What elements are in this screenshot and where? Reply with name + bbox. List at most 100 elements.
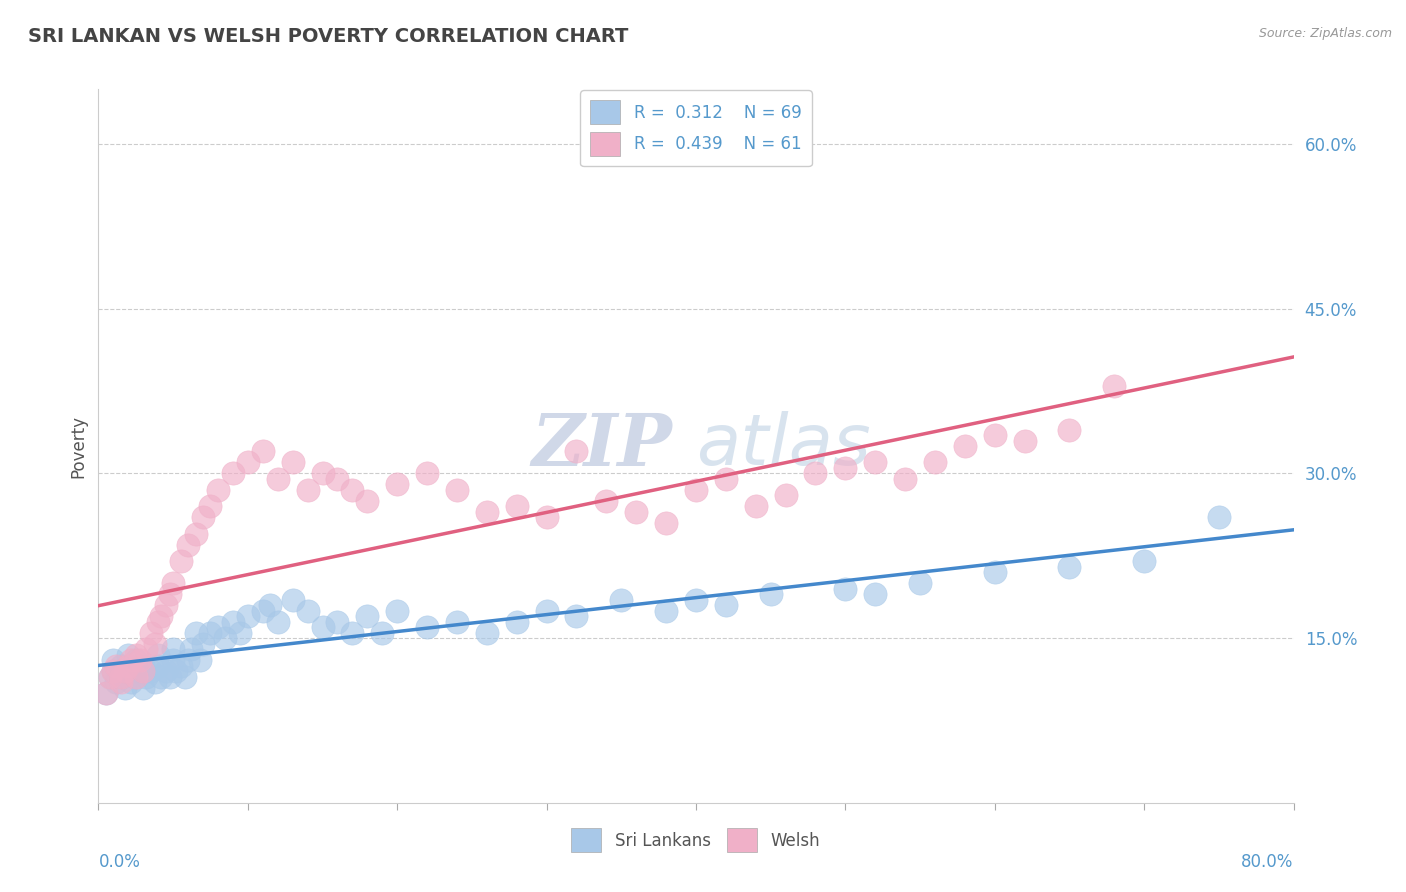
Point [162, 576, 184, 591]
Point [714, 472, 737, 486]
Point [565, 444, 588, 458]
Point [281, 592, 304, 607]
Point [506, 615, 529, 629]
Point [177, 653, 200, 667]
Point [229, 625, 252, 640]
Point [281, 455, 304, 469]
Point [132, 658, 155, 673]
Point [180, 642, 202, 657]
Point [267, 615, 290, 629]
Text: ZIP: ZIP [531, 410, 672, 482]
Point [129, 664, 152, 678]
Point [125, 653, 148, 667]
Point [326, 615, 349, 629]
Point [117, 648, 139, 662]
Point [110, 669, 132, 683]
Point [236, 609, 259, 624]
Point [1014, 434, 1036, 448]
Point [1059, 559, 1081, 574]
Point [132, 664, 155, 678]
Point [162, 653, 184, 667]
Point [924, 455, 946, 469]
Text: 80.0%: 80.0% [1241, 853, 1294, 871]
Point [311, 620, 333, 634]
Text: atlas: atlas [696, 411, 870, 481]
Point [214, 631, 236, 645]
Point [94, 686, 117, 700]
Point [745, 500, 768, 514]
Point [759, 587, 782, 601]
Point [297, 604, 319, 618]
Point [188, 653, 211, 667]
Text: 0.0%: 0.0% [98, 853, 141, 871]
Point [103, 653, 125, 667]
Point [110, 658, 132, 673]
Point [117, 664, 139, 678]
Point [236, 455, 259, 469]
Point [191, 637, 214, 651]
Point [326, 472, 349, 486]
Point [865, 455, 887, 469]
Point [150, 669, 173, 683]
Point [1104, 378, 1126, 392]
Point [148, 658, 170, 673]
Point [155, 664, 177, 678]
Point [98, 669, 122, 683]
Point [125, 648, 148, 662]
Point [165, 664, 187, 678]
Point [259, 598, 281, 612]
Point [446, 615, 468, 629]
Point [714, 598, 737, 612]
Point [356, 494, 378, 508]
Point [103, 664, 125, 678]
Point [267, 472, 290, 486]
Point [105, 675, 128, 690]
Point [125, 669, 148, 683]
Point [200, 625, 222, 640]
Point [655, 516, 678, 530]
Point [143, 637, 166, 651]
Point [252, 444, 274, 458]
Point [475, 625, 498, 640]
Point [110, 669, 132, 683]
Point [159, 669, 181, 683]
Point [385, 477, 409, 491]
Point [536, 604, 558, 618]
Point [177, 538, 200, 552]
Point [865, 587, 887, 601]
Point [132, 681, 155, 695]
Point [834, 461, 856, 475]
Point [416, 620, 439, 634]
Point [252, 604, 274, 618]
Point [148, 648, 170, 662]
Point [475, 505, 498, 519]
Point [446, 483, 468, 497]
Point [506, 500, 529, 514]
Point [983, 428, 1005, 442]
Point [120, 675, 142, 690]
Point [565, 609, 588, 624]
Point [110, 675, 132, 690]
Point [342, 483, 364, 497]
Point [371, 625, 394, 640]
Point [184, 526, 207, 541]
Point [894, 472, 917, 486]
Point [685, 483, 707, 497]
Point [155, 598, 177, 612]
Point [125, 669, 148, 683]
Point [135, 669, 157, 683]
Point [162, 642, 184, 657]
Point [169, 658, 191, 673]
Point [117, 658, 139, 673]
Point [184, 625, 207, 640]
Point [143, 675, 166, 690]
Point [311, 467, 333, 481]
Point [103, 664, 125, 678]
Point [159, 587, 181, 601]
Text: SRI LANKAN VS WELSH POVERTY CORRELATION CHART: SRI LANKAN VS WELSH POVERTY CORRELATION … [28, 27, 628, 45]
Point [105, 658, 128, 673]
Point [953, 439, 976, 453]
Point [135, 642, 157, 657]
Point [297, 483, 319, 497]
Point [775, 488, 797, 502]
